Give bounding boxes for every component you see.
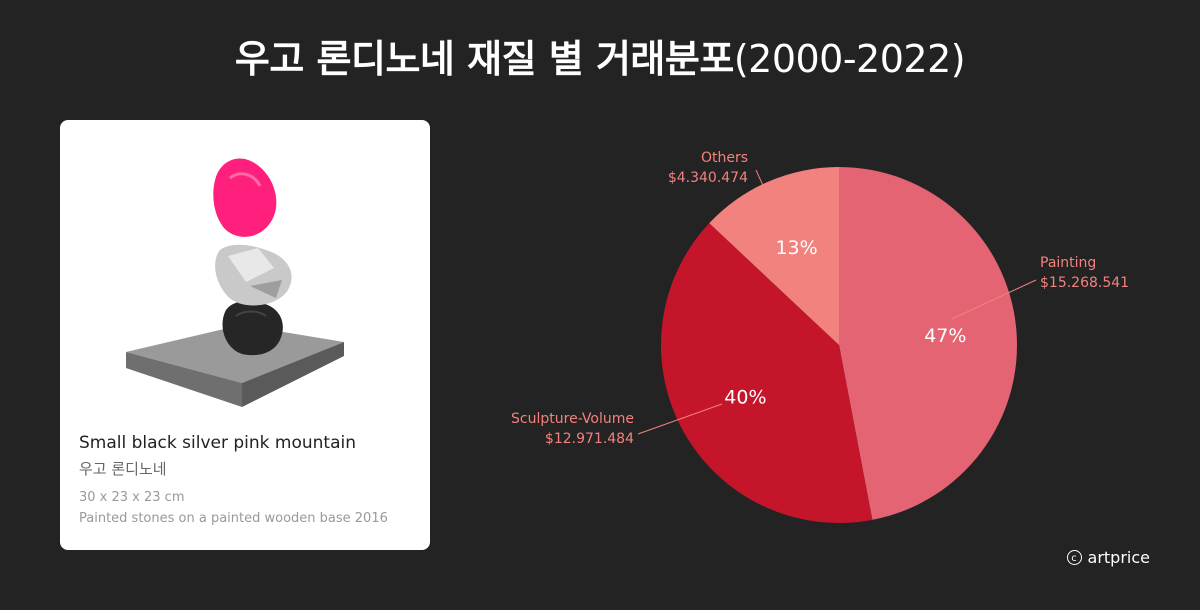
pie-leader-line (755, 169, 766, 191)
artwork-card: Small black silver pink mountain 우고 론디노네… (60, 120, 430, 550)
pie-leader-line (951, 279, 1037, 320)
pie-chart: 47% Painting $15.268.541 40% Sculpture-Volum… (511, 150, 1129, 523)
pie-category-label: Sculpture-Volume (511, 411, 634, 427)
pie-leader-line (637, 403, 723, 435)
artwork-artist: 우고 론디노네 (79, 460, 167, 478)
artprice-logo: c artprice (1066, 548, 1150, 567)
title-years: (2000-2022) (733, 37, 966, 81)
title-main: 우고 론디노네 재질 별 거래분포 (234, 37, 734, 81)
pie-percent-label: 47% (924, 325, 966, 347)
artwork-base-left (126, 352, 242, 407)
pie-category-label: Others (701, 150, 748, 166)
artwork-image (126, 158, 344, 407)
pie-slice-others (709, 167, 839, 345)
artwork-medium: Painted stones on a painted wooden base … (79, 511, 388, 526)
artwork-base-right (242, 342, 344, 407)
pie-amount-label: $4.340.474 (668, 170, 748, 186)
artwork-dimensions: 30 x 23 x 23 cm (79, 490, 185, 505)
artwork-title: Small black silver pink mountain (79, 433, 356, 453)
pie-category-label: Painting (1040, 255, 1096, 271)
page-title: 우고 론디노네 재질 별 거래분포(2000-2022) (0, 28, 1200, 83)
copyright-icon: c (1066, 550, 1082, 565)
artwork-black-stone (222, 301, 283, 356)
artwork-base-top (126, 325, 344, 383)
pie-amount-label: $15.268.541 (1040, 275, 1129, 291)
pie-percent-label: 40% (724, 386, 766, 408)
artwork-pink-stone (213, 158, 277, 237)
pie-slice-sculpture-volume (661, 223, 873, 523)
pie-amount-label: $12.971.484 (545, 431, 634, 447)
pie-slice-painting (839, 167, 1017, 520)
logo-text: artprice (1087, 548, 1150, 567)
pie-percent-label: 13% (775, 237, 817, 259)
